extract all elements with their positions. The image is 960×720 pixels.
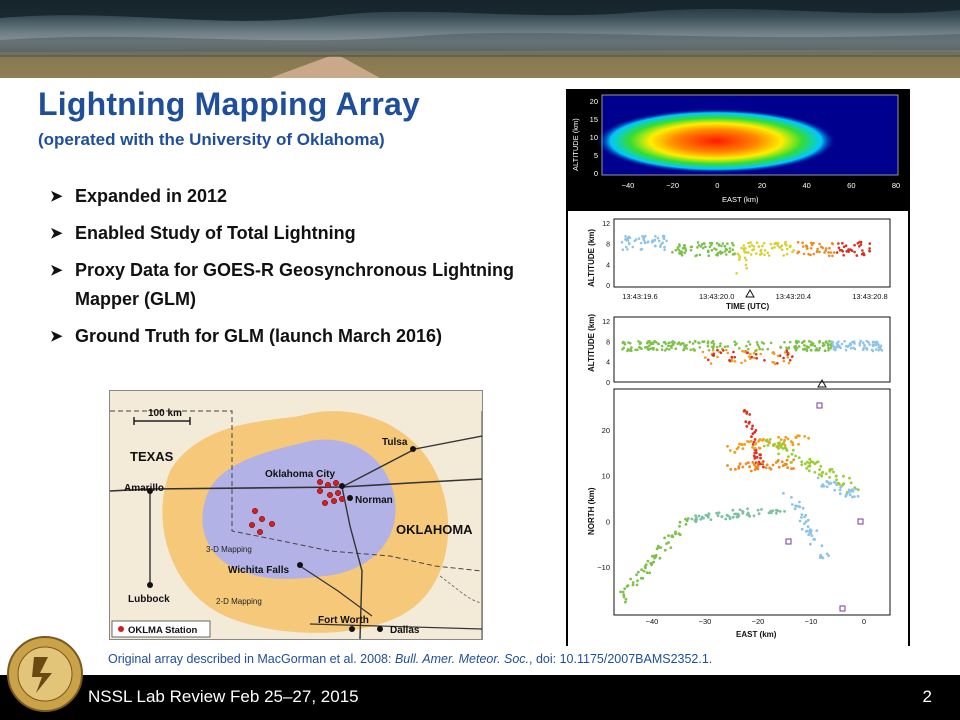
caption-journal: Bull. Amer. Meteor. Soc. <box>394 652 530 666</box>
page-number: 2 <box>922 687 932 706</box>
header-banner-photo <box>0 0 960 78</box>
y-tick-label: 0 <box>606 517 610 526</box>
city-label-norman: Norman <box>355 495 393 506</box>
x-tick-label: −20 <box>752 617 765 626</box>
x-tick-label: 20 <box>758 181 766 190</box>
plan-station-squares <box>785 402 864 612</box>
density-blob <box>596 109 836 173</box>
map-legend-box <box>111 620 211 638</box>
x-tick-label: −40 <box>622 181 635 190</box>
x-tick-label: 13:43:20.0 <box>699 292 734 301</box>
slide-subtitle: (operated with the University of Oklahom… <box>38 130 385 149</box>
top-plot-yticks: 20 15 10 5 0 <box>590 97 598 178</box>
x-tick-label: 13:43:20.8 <box>852 292 887 301</box>
caption-prefix: Original array described in MacGorman et… <box>108 652 395 666</box>
y-tick-label: 4 <box>606 360 610 367</box>
x-tick-label: −30 <box>699 617 712 626</box>
city-label-wichita-falls: Wichita Falls <box>228 565 289 576</box>
y-tick-label: 10 <box>590 133 598 142</box>
plan-plot-xticks: −40 −30 −20 −10 0 <box>646 617 866 626</box>
arrow-bullet-icon: ➤ <box>50 262 63 279</box>
bullet-text: Proxy Data for GOES-R Geosynchronous Lig… <box>75 260 515 309</box>
arrow-bullet-icon: ➤ <box>50 225 63 242</box>
x-tick-label: 13:43:19.6 <box>622 292 657 301</box>
caption-suffix: , doi: 10.1175/2007BAMS2352.1. <box>529 652 713 666</box>
y-tick-label: 15 <box>590 115 598 124</box>
plan-view-scatter <box>619 409 860 604</box>
y-tick-label: 20 <box>590 97 598 106</box>
x-tick-label: 40 <box>802 181 810 190</box>
zone-label-2d: 2-D Mapping <box>216 597 262 606</box>
top-plot-xticks: −40 −20 0 20 40 60 80 <box>622 181 901 190</box>
city-label-fort-worth: Fort Worth <box>318 615 369 626</box>
y-tick-label: 5 <box>594 151 598 160</box>
y-tick-label: 10 <box>602 472 610 481</box>
map-legend-label: OKLMA Station <box>128 625 198 636</box>
bullet-item: ➤ Proxy Data for GOES-R Geosynchronous Li… <box>50 256 530 314</box>
y-tick-label: −10 <box>597 563 610 572</box>
arrow-bullet-icon: ➤ <box>50 328 63 345</box>
city-label-amarillo: Amarillo <box>124 483 164 494</box>
y-tick-label: 8 <box>606 242 610 249</box>
footer-text: NSSL Lab Review Feb 25–27, 2015 <box>88 687 359 706</box>
bullet-list: ➤ Expanded in 2012 ➤ Enabled Study of Tota… <box>50 182 530 359</box>
y-tick-label: 20 <box>602 426 610 435</box>
state-label-texas: TEXAS <box>130 449 174 464</box>
city-label-oklahoma-city: Oklahoma City <box>265 469 335 480</box>
bullet-text: Enabled Study of Total Lightning <box>75 223 356 243</box>
slide-title: Lightning Mapping Array <box>38 86 421 122</box>
range-3d-zone <box>202 439 396 579</box>
time-plot-ylabel: ALTITUDE (km) <box>587 229 596 287</box>
y-tick-label: 4 <box>606 262 610 269</box>
bullet-item: ➤ Ground Truth for GLM (launch March 2016… <box>50 322 530 351</box>
nssl-seal-logo <box>7 636 83 712</box>
x-tick-label: 80 <box>892 181 900 190</box>
x-tick-label: 13:43:20.4 <box>776 292 811 301</box>
x-tick-label: −20 <box>666 181 679 190</box>
plan-plot-xlabel: EAST (km) <box>736 630 777 639</box>
x-tick-label: 0 <box>862 617 866 626</box>
y-tick-label: 0 <box>594 169 598 178</box>
plan-plot-yticks: 20 10 0 −10 <box>597 426 610 572</box>
bullet-text: Expanded in 2012 <box>75 186 228 206</box>
alt-plot-ylabel: ALTITUDE (km) <box>587 314 596 372</box>
lightning-plots-panel: 20 15 10 5 0 −40 −20 0 20 40 60 80 ALTITUDE (km) E… <box>566 89 910 646</box>
bullet-item: ➤ Enabled Study of Total Lightning <box>50 219 530 248</box>
x-tick-label: 0 <box>715 181 719 190</box>
time-plot-xticks: 13:43:19.6 13:43:20.0 13:43:20.4 13:43:20.8 <box>622 292 887 301</box>
y-tick-label: 12 <box>602 221 610 228</box>
altitude-east-scatter <box>621 339 884 366</box>
time-plot-yticks: 12 8 4 0 <box>602 221 610 290</box>
state-label-oklahoma: OKLAHOMA <box>396 522 473 537</box>
bullet-item: ➤ Expanded in 2012 <box>50 182 530 211</box>
top-plot-xlabel: EAST (km) <box>722 195 759 204</box>
arrow-bullet-icon: ➤ <box>50 188 63 205</box>
map-scale-label: 100 km <box>148 408 182 419</box>
x-tick-label: −10 <box>805 617 818 626</box>
city-label-dallas: Dallas <box>390 625 420 636</box>
x-tick-label: −40 <box>646 617 659 626</box>
alt-plot-yticks: 12 8 4 0 <box>602 319 610 387</box>
x-tick-label: 60 <box>847 181 855 190</box>
zone-label-3d: 3-D Mapping <box>206 545 252 554</box>
y-tick-label: 12 <box>602 319 610 326</box>
station-markers <box>248 478 346 536</box>
time-height-scatter <box>620 234 872 275</box>
oklma-coverage-map: 100 km TEXAS OKLAHOMA Tulsa Oklahoma Cit… <box>109 390 483 640</box>
source-caption: Original array described in MacGorman et… <box>108 652 908 666</box>
y-tick-label: 8 <box>606 339 610 346</box>
city-label-tulsa: Tulsa <box>382 437 408 448</box>
y-tick-label: 0 <box>606 283 610 290</box>
footer-bar <box>0 675 960 720</box>
y-tick-label: 0 <box>606 380 610 387</box>
time-plot-xlabel: TIME (UTC) <box>726 302 769 311</box>
top-plot-ylabel: ALTITUDE (km) <box>571 118 580 171</box>
plan-plot-ylabel: NORTH (km) <box>587 487 596 535</box>
city-label-lubbock: Lubbock <box>128 594 170 605</box>
bullet-text: Ground Truth for GLM (launch March 2016) <box>75 326 443 346</box>
